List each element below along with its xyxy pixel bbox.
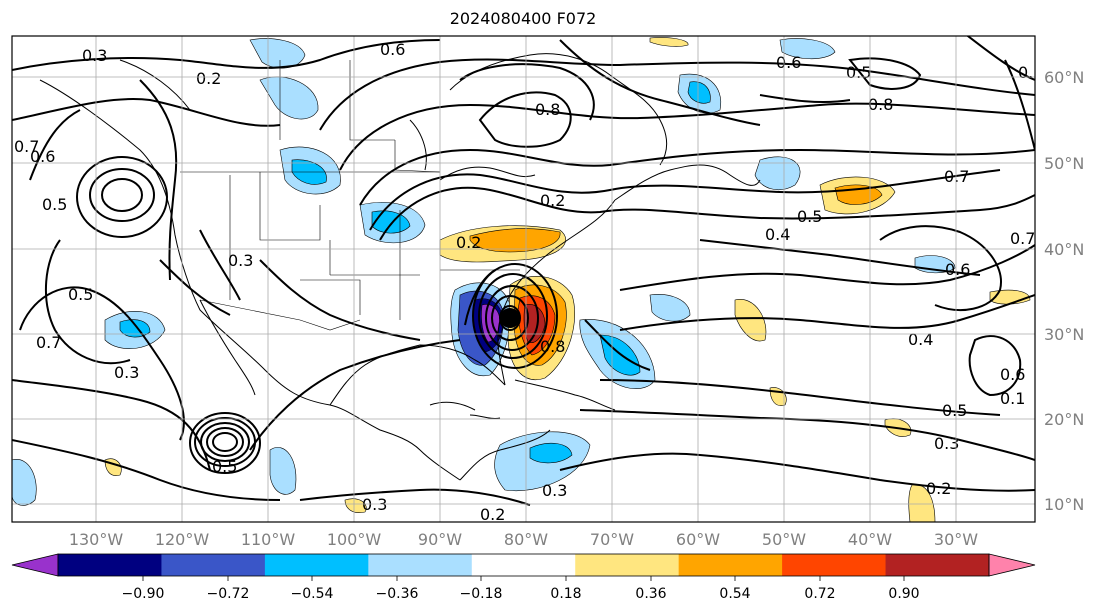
contour-label: 0.1	[1000, 389, 1025, 408]
colorbar-tick-label: 0.36	[635, 586, 666, 602]
contour-label: 0.3	[228, 251, 253, 270]
colorbar-tick-label: 0.18	[550, 586, 581, 602]
colorbar-segment	[575, 554, 680, 576]
longitude-labels: 130°W 120°W 110°W 100°W 90°W 80°W 70°W 6…	[69, 530, 978, 549]
contour-label: 0.1	[1018, 63, 1043, 82]
colorbar: −0.90 −0.72 −0.54 −0.36 −0.18 0.18 0.36 …	[11, 553, 1036, 602]
lon-tick-label: 60°W	[676, 530, 720, 549]
lat-tick-label: 10°N	[1044, 495, 1084, 514]
borders	[180, 60, 520, 331]
contour-label: 0.7	[36, 333, 61, 352]
lon-tick-label: 70°W	[590, 530, 634, 549]
lon-tick-label: 120°W	[155, 530, 210, 549]
colorbar-segment	[161, 554, 266, 576]
contour-label: 0.6	[380, 40, 405, 59]
colorbar-segment	[264, 554, 369, 576]
contour-label: 0.7	[1010, 229, 1035, 248]
contour-label: 0.4	[908, 330, 933, 349]
lon-tick-label: 110°W	[241, 530, 296, 549]
lat-tick-label: 40°N	[1044, 240, 1084, 259]
contour-label: 0.5	[212, 457, 237, 476]
contour-label: 0.7	[944, 167, 969, 186]
map-title: 2024080400 F072	[449, 9, 597, 28]
map-content: 0.3 0.6 0.2 0.8 0.6 0.5 0.8 0.7 0.6 0.1 …	[12, 36, 1043, 524]
colorbar-tick-label: −0.54	[291, 586, 334, 602]
contour-label: 0.3	[114, 363, 139, 382]
colorbar-tick-labels: −0.90 −0.72 −0.54 −0.36 −0.18 0.18 0.36 …	[122, 586, 920, 602]
contour-label: 0.6	[30, 147, 55, 166]
colorbar-segment	[58, 554, 162, 576]
contour-label: 0.3	[542, 481, 567, 500]
colorbar-segment	[471, 554, 576, 576]
contour-label: 0.5	[942, 401, 967, 420]
lon-tick-label: 50°W	[762, 530, 806, 549]
lat-tick-label: 50°N	[1044, 154, 1084, 173]
storm-center-marker	[500, 308, 520, 328]
colorbar-segment	[782, 554, 887, 576]
colorbar-tick-label: 0.54	[719, 586, 750, 602]
latitude-labels: 60°N 50°N 40°N 30°N 20°N 10°N	[1044, 68, 1084, 514]
lat-tick-label: 20°N	[1044, 410, 1084, 429]
colorbar-segment	[368, 554, 473, 576]
contour-label: 0.2	[926, 479, 951, 498]
contour-labels: 0.3 0.6 0.2 0.8 0.6 0.5 0.8 0.7 0.6 0.1 …	[14, 40, 1043, 524]
contour-label: 0.6	[945, 260, 970, 279]
lat-tick-label: 30°N	[1044, 325, 1084, 344]
contour-label: 0.8	[540, 337, 565, 356]
colorbar-segment	[885, 554, 990, 576]
contour-label: 0.8	[868, 95, 893, 114]
colorbar-tick-label: −0.36	[376, 586, 419, 602]
lon-tick-label: 90°W	[418, 530, 462, 549]
contour-label: 0.5	[846, 63, 871, 82]
lat-tick-label: 60°N	[1044, 68, 1084, 87]
lon-tick-label: 130°W	[69, 530, 124, 549]
contour-label: 0.3	[362, 495, 387, 514]
map-frame	[11, 35, 1036, 523]
contour-label: 0.2	[480, 505, 505, 524]
contour-lines	[12, 36, 1035, 506]
contour-label: 0.5	[42, 195, 67, 214]
contour-label: 0.5	[68, 285, 93, 304]
contour-label: 0.2	[540, 191, 565, 210]
contour-label: 0.6	[776, 53, 801, 72]
lon-tick-label: 80°W	[504, 530, 548, 549]
contour-label: 0.7	[14, 137, 39, 156]
colorbar-tick-label: −0.18	[460, 586, 503, 602]
colorbar-extend-right	[988, 553, 1036, 577]
contour-label: 0.6	[1000, 365, 1025, 384]
contour-label: 0.2	[456, 233, 481, 252]
colorbar-tick-label: 0.90	[888, 586, 919, 602]
colorbar-ticks	[142, 576, 905, 581]
contour-label: 0.3	[82, 46, 107, 65]
colorbar-tick-label: −0.72	[207, 586, 250, 602]
contour-label: 0.3	[934, 434, 959, 453]
contour-label: 0.5	[797, 207, 822, 226]
colorbar-tick-label: 0.72	[804, 586, 835, 602]
contour-label: 0.4	[765, 225, 790, 244]
coastlines	[39, 53, 761, 481]
contour-label: 0.8	[535, 100, 560, 119]
graticule	[12, 36, 1035, 522]
lon-tick-label: 40°W	[848, 530, 892, 549]
colorbar-extend-left	[11, 553, 59, 577]
colorbar-segment	[678, 554, 783, 576]
colorbar-outline	[57, 553, 990, 577]
lon-tick-label: 100°W	[327, 530, 382, 549]
colorbar-tick-label: −0.90	[122, 586, 165, 602]
lon-tick-label: 30°W	[934, 530, 978, 549]
contour-label: 0.2	[196, 69, 221, 88]
